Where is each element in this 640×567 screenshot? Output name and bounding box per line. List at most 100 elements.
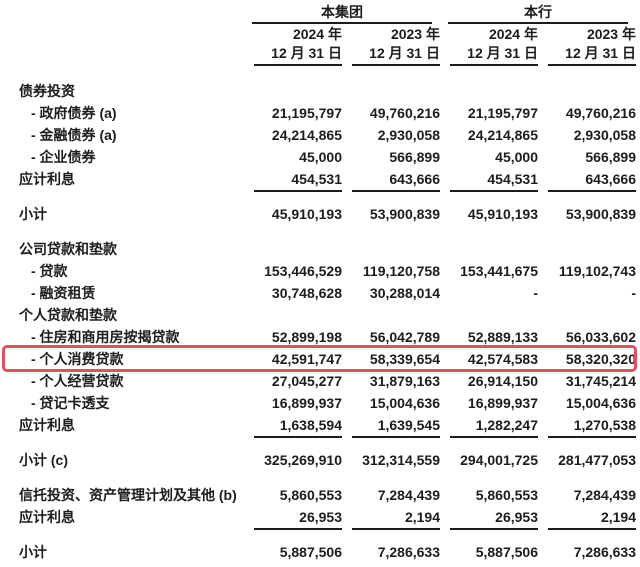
value-cell: 5,860,553 bbox=[440, 484, 538, 506]
table-row: 应计利息 1,638,594 1,639,545 1,282,247 1,270,538 bbox=[0, 414, 640, 438]
value-cell: 58,320,320 bbox=[538, 348, 636, 370]
value-cell: 53,900,839 bbox=[342, 203, 440, 225]
value-cell: 27,045,277 bbox=[244, 370, 342, 392]
value-cell: 49,760,216 bbox=[342, 102, 440, 124]
value-cell: 153,441,675 bbox=[440, 260, 538, 282]
value-text: 7,286,633 bbox=[377, 544, 440, 560]
value-cell: 2,194 bbox=[538, 506, 636, 530]
row-label: - 贷款 bbox=[31, 263, 68, 279]
value-cell: 1,270,538 bbox=[538, 414, 636, 438]
group-header-label: 本集团 bbox=[252, 4, 432, 24]
row-label: - 政府债券 (a) bbox=[31, 105, 117, 121]
value-text: 21,195,797 bbox=[467, 105, 538, 121]
value-cell: 2,194 bbox=[342, 506, 440, 530]
value-text: 26,914,150 bbox=[467, 373, 538, 389]
value-cell: 1,638,594 bbox=[244, 414, 342, 438]
row-label: - 金融债券 (a) bbox=[31, 127, 117, 143]
value-cell: 643,666 bbox=[342, 168, 440, 192]
year-header: 2023 年 bbox=[390, 26, 440, 42]
value-cell: 1,639,545 bbox=[342, 414, 440, 438]
value-cell: 45,000 bbox=[440, 146, 538, 168]
value-text: 45,910,193 bbox=[271, 206, 342, 222]
row-label: 小计 bbox=[19, 206, 47, 222]
value-text: 566,899 bbox=[389, 149, 440, 165]
table-row-highlighted: - 个人消费贷款 42,591,747 58,339,654 42,574,583 58… bbox=[0, 348, 640, 370]
year-header-row: 2024 年 2023 年 2024 年 2023 年 bbox=[0, 24, 640, 45]
value-cell: 454,531 bbox=[244, 168, 342, 192]
value-text: 15,004,636 bbox=[565, 395, 636, 411]
value-text: 45,000 bbox=[299, 149, 342, 165]
value-text: 16,899,937 bbox=[271, 395, 342, 411]
value-cell bbox=[538, 238, 636, 260]
value-text: 454,531 bbox=[254, 171, 342, 192]
value-cell: 5,887,506 bbox=[440, 541, 538, 563]
row-label: 应计利息 bbox=[19, 417, 75, 433]
value-text: 49,760,216 bbox=[369, 105, 440, 121]
value-text: 30,288,014 bbox=[369, 285, 440, 301]
value-text: 16,899,937 bbox=[467, 395, 538, 411]
value-cell: 21,195,797 bbox=[244, 102, 342, 124]
row-label: 应计利息 bbox=[19, 509, 75, 525]
value-cell: 42,574,583 bbox=[440, 348, 538, 370]
value-cell: 45,910,193 bbox=[244, 203, 342, 225]
value-text: 52,899,198 bbox=[271, 329, 342, 345]
value-cell: 31,879,163 bbox=[342, 370, 440, 392]
value-cell: 119,102,743 bbox=[538, 260, 636, 282]
row-label: 小计 bbox=[19, 544, 47, 560]
value-text: 45,910,193 bbox=[467, 206, 538, 222]
table-header: 本集团 本行 2024 年 2023 年 2024 年 2023 年 12 月 … bbox=[0, 4, 640, 66]
value-text: 49,760,216 bbox=[565, 105, 636, 121]
header-spacer bbox=[0, 24, 244, 45]
date-header: 12 月 31 日 bbox=[440, 45, 538, 66]
table-body: 债券投资 - 政府债券 (a) 21,195,797 49,760,216 21,195… bbox=[0, 80, 640, 563]
year-header: 2023 年 bbox=[586, 26, 636, 42]
row-label: 债券投资 bbox=[19, 83, 75, 99]
value-text: 1,282,247 bbox=[450, 417, 538, 438]
value-text: 454,531 bbox=[450, 171, 538, 192]
value-text: 56,033,602 bbox=[565, 329, 636, 345]
value-text: 119,102,743 bbox=[558, 263, 636, 279]
value-cell: 2,930,058 bbox=[342, 124, 440, 146]
value-cell: 1,282,247 bbox=[440, 414, 538, 438]
value-text: 2,930,058 bbox=[573, 127, 636, 143]
value-cell: 45,000 bbox=[244, 146, 342, 168]
value-cell: 15,004,636 bbox=[538, 392, 636, 414]
year-header: 2024 年 bbox=[292, 26, 342, 42]
value-text: - bbox=[533, 285, 538, 301]
value-text: 56,042,789 bbox=[369, 329, 440, 345]
value-cell bbox=[244, 80, 342, 102]
table-row: - 住房和商用房按揭贷款 52,899,198 56,042,789 52,889,1… bbox=[0, 326, 640, 348]
group-header-label: 本行 bbox=[448, 4, 628, 24]
value-text: 24,214,865 bbox=[271, 127, 342, 143]
value-text: - bbox=[631, 285, 636, 301]
value-text: 294,001,725 bbox=[460, 452, 538, 468]
date-header: 12 月 31 日 bbox=[538, 45, 636, 66]
row-label: - 贷记卡透支 bbox=[31, 395, 110, 411]
value-cell: 21,195,797 bbox=[440, 102, 538, 124]
row-label: - 个人消费贷款 bbox=[31, 351, 124, 367]
value-text: 7,284,439 bbox=[377, 487, 440, 503]
value-cell: - bbox=[440, 282, 538, 304]
value-text: 52,889,133 bbox=[467, 329, 538, 345]
date-header-text: 12 月 31 日 bbox=[450, 45, 538, 66]
value-cell: 566,899 bbox=[342, 146, 440, 168]
value-cell: 31,745,214 bbox=[538, 370, 636, 392]
value-cell: 30,748,628 bbox=[244, 282, 342, 304]
value-cell: 454,531 bbox=[440, 168, 538, 192]
row-label: - 融资租赁 bbox=[31, 285, 96, 301]
value-text: 42,574,583 bbox=[467, 351, 538, 367]
date-header-row: 12 月 31 日 12 月 31 日 12 月 31 日 12 月 31 日 bbox=[0, 45, 640, 66]
table-row: 小计 5,887,506 7,286,633 5,887,506 7,286,633 bbox=[0, 541, 640, 563]
value-cell: 294,001,725 bbox=[440, 449, 538, 471]
value-text: 58,320,320 bbox=[565, 351, 636, 367]
value-text: 281,477,053 bbox=[558, 452, 636, 468]
value-cell bbox=[440, 304, 538, 326]
header-spacer bbox=[0, 45, 244, 65]
value-cell: 643,666 bbox=[538, 168, 636, 192]
value-text: 153,446,529 bbox=[264, 263, 342, 279]
value-cell: 325,269,910 bbox=[244, 449, 342, 471]
table-row: - 贷记卡透支 16,899,937 15,004,636 16,899,937 15,… bbox=[0, 392, 640, 414]
group-header-row: 本集团 本行 bbox=[0, 4, 640, 24]
value-cell: 15,004,636 bbox=[342, 392, 440, 414]
